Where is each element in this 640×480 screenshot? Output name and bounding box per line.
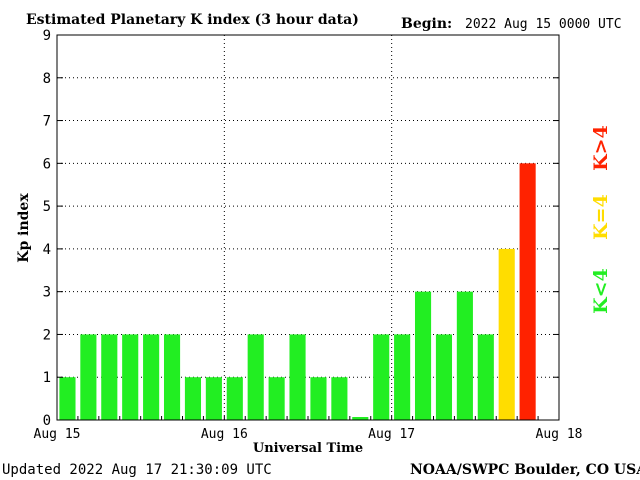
legend-k-greater-4: K>4 [590, 125, 612, 171]
kp-bar [498, 248, 515, 420]
kp-bar [414, 291, 432, 420]
begin-label: Begin: [401, 16, 452, 32]
kp-bar [143, 334, 160, 420]
kp-bar [163, 334, 181, 420]
begin-value: 2022 Aug 15 0000 UTC [465, 17, 622, 32]
kp-bar [331, 377, 348, 420]
kp-bar [456, 291, 473, 420]
y-tick-label: 0 [43, 413, 51, 429]
plot-frame [56, 34, 560, 421]
updated-timestamp: Updated 2022 Aug 17 21:30:09 UTC [2, 462, 272, 478]
kp-bar [101, 334, 118, 420]
x-tick-label: Aug 17 [368, 427, 415, 442]
y-tick-label: 1 [43, 370, 51, 386]
kp-bar [310, 377, 327, 420]
kp-bar [59, 377, 76, 420]
y-tick-label: 8 [43, 71, 51, 87]
kp-bar [477, 334, 494, 420]
legend-k-equal-4: K=4 [590, 194, 612, 240]
legend-k-less-4: K<4 [590, 268, 612, 314]
kp-bar [247, 334, 264, 420]
source-credit: NOAA/SWPC Boulder, CO USA [410, 462, 640, 478]
x-tick-label: Aug 15 [34, 427, 81, 442]
y-tick-label: 2 [43, 327, 51, 343]
kp-bar [122, 334, 139, 420]
chart-title: Estimated Planetary K index (3 hour data… [26, 12, 359, 28]
kp-bar [205, 377, 222, 420]
kp-bar [226, 377, 243, 420]
y-axis-label: Kp index [16, 193, 32, 263]
kp-bar [289, 334, 306, 420]
kp-bar [373, 334, 390, 420]
kp-bar [268, 377, 285, 420]
y-tick-label: 5 [43, 199, 51, 215]
x-axis-label: Universal Time [253, 441, 363, 456]
kp-bar [352, 417, 369, 420]
x-tick-label: Aug 16 [201, 427, 248, 442]
y-tick-label: 6 [43, 156, 51, 172]
kp-bar [435, 334, 453, 420]
kp-bar [80, 334, 97, 420]
y-tick-label: 7 [43, 114, 51, 130]
kp-bar [394, 334, 411, 420]
y-tick-label: 3 [43, 285, 51, 301]
y-tick-label: 4 [43, 242, 51, 258]
kp-bar [184, 377, 202, 420]
x-tick-label: Aug 18 [536, 427, 583, 442]
y-tick-label: 9 [43, 28, 51, 44]
kp-bar [519, 163, 536, 421]
